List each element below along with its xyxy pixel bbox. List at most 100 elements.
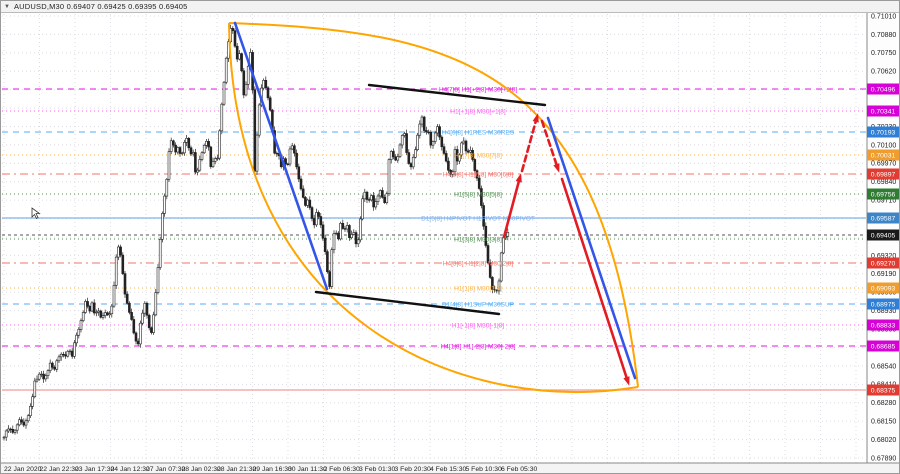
candle-body [88, 305, 92, 312]
price-axis-label: 0.68150 [871, 419, 896, 426]
candle-body [499, 252, 503, 282]
chart-title: AUDUSD,M30 0.69407 0.69425 0.69395 0.694… [13, 2, 188, 11]
candle-body [117, 246, 120, 258]
candle-body [473, 159, 477, 171]
red-arrow[interactable] [540, 119, 560, 171]
level-label: H1[-1|8] M30[-1|8] [452, 322, 504, 329]
candle-body [433, 132, 437, 142]
time-axis-label: 28 Jan 02:30 [182, 466, 222, 473]
candle-body [372, 195, 375, 208]
price-level-tag-text: 0.70496 [871, 87, 896, 94]
candle-body [403, 133, 406, 136]
candle-body [156, 267, 160, 293]
level-label: H1[+1|8] M30[+1|8] [450, 108, 506, 115]
red-arrow[interactable] [560, 177, 630, 384]
price-level-tag [867, 105, 899, 117]
candle-body [196, 169, 199, 173]
mouse-cursor [31, 207, 41, 220]
red-arrow-head [553, 163, 560, 173]
candle-body [81, 312, 85, 321]
price-level-tag-text: 0.68833 [871, 323, 896, 330]
red-arrow[interactable] [502, 175, 522, 239]
candle-body [198, 159, 202, 171]
candle-body [46, 370, 50, 376]
candle-body [174, 144, 177, 153]
red-arrow[interactable] [520, 115, 539, 173]
candle-body [18, 419, 21, 426]
price-level-tag [867, 340, 899, 352]
candle-body [268, 97, 272, 111]
candle-body [290, 145, 294, 150]
time-axis-label: 24 Jan 12:30 [111, 466, 151, 473]
candle-body [299, 178, 303, 190]
time-axis[interactable] [1, 463, 899, 473]
candle-body [207, 141, 210, 148]
candle-body [315, 212, 318, 226]
candle-body [152, 314, 155, 333]
candle-body [29, 406, 32, 417]
candle-body [200, 152, 204, 160]
candle-body [488, 262, 492, 278]
candle-body [429, 131, 433, 146]
candle-body [209, 146, 213, 167]
candle-body [405, 133, 408, 153]
candle-body [154, 292, 158, 316]
red-arrow-head [515, 173, 522, 183]
candle-body [376, 195, 380, 202]
candle-body [48, 362, 52, 371]
candle-body [213, 158, 217, 162]
candle-body [436, 126, 439, 134]
price-level-tag [867, 257, 899, 269]
time-axis-label: 6 Feb 05:30 [501, 466, 537, 473]
candle-body [444, 153, 448, 162]
ellipse-shape[interactable] [228, 22, 639, 393]
candle-body [147, 314, 151, 329]
candle-body [328, 271, 331, 287]
candle-body [11, 429, 15, 433]
candle-body [284, 158, 287, 165]
candle-body [178, 147, 182, 154]
candle-body [365, 191, 369, 200]
symbol-dropdown-icon[interactable]: ▼ [4, 3, 10, 10]
chart-canvas[interactable]: H4[7|8] H1[+2|8] M30[+2|8] H1[+1|8] M30[+… [1, 13, 899, 473]
candle-body [136, 340, 140, 345]
time-axis-label: 4 Feb 15:30 [430, 466, 466, 473]
price-level-tag [867, 298, 899, 310]
candle-body [394, 156, 397, 161]
candle-body [491, 277, 494, 290]
analysis-shapes [228, 21, 639, 393]
candle-body [220, 103, 224, 132]
blue-trendline[interactable] [546, 116, 637, 380]
candle-body [306, 199, 309, 206]
candle-body [374, 201, 378, 208]
candle-body [293, 145, 296, 154]
black-trendline[interactable] [367, 83, 547, 107]
time-axis-label: 28 Jan 21:30 [217, 466, 257, 473]
candle-body [216, 157, 219, 160]
ellipse-shape[interactable] [228, 22, 639, 388]
candlestick-series [2, 24, 510, 441]
candle-body [286, 163, 290, 166]
candle-body [266, 87, 270, 99]
candle-body [334, 232, 338, 235]
black-trendline[interactable] [314, 290, 501, 316]
candle-body [295, 152, 298, 168]
level-label: H1[1|8] M30[1|8] [454, 285, 502, 292]
price-level-tag-text: 0.69093 [871, 286, 896, 293]
candle-body [112, 285, 116, 307]
candle-body [176, 147, 180, 153]
candle-body [418, 123, 422, 136]
time-axis-label: 23 Jan 17:30 [75, 466, 115, 473]
candle-body [119, 246, 122, 256]
price-axis-label: 0.70100 [871, 142, 896, 149]
candle-body [123, 273, 127, 295]
candle-body [255, 134, 259, 172]
candle-body [385, 193, 389, 203]
candle-body [130, 312, 133, 320]
candle-body [326, 251, 329, 273]
price-level-tag-text: 0.70193 [871, 130, 896, 137]
price-axis-label: 0.69840 [871, 179, 896, 186]
candle-body [323, 237, 327, 252]
blue-trendline[interactable] [233, 21, 329, 291]
